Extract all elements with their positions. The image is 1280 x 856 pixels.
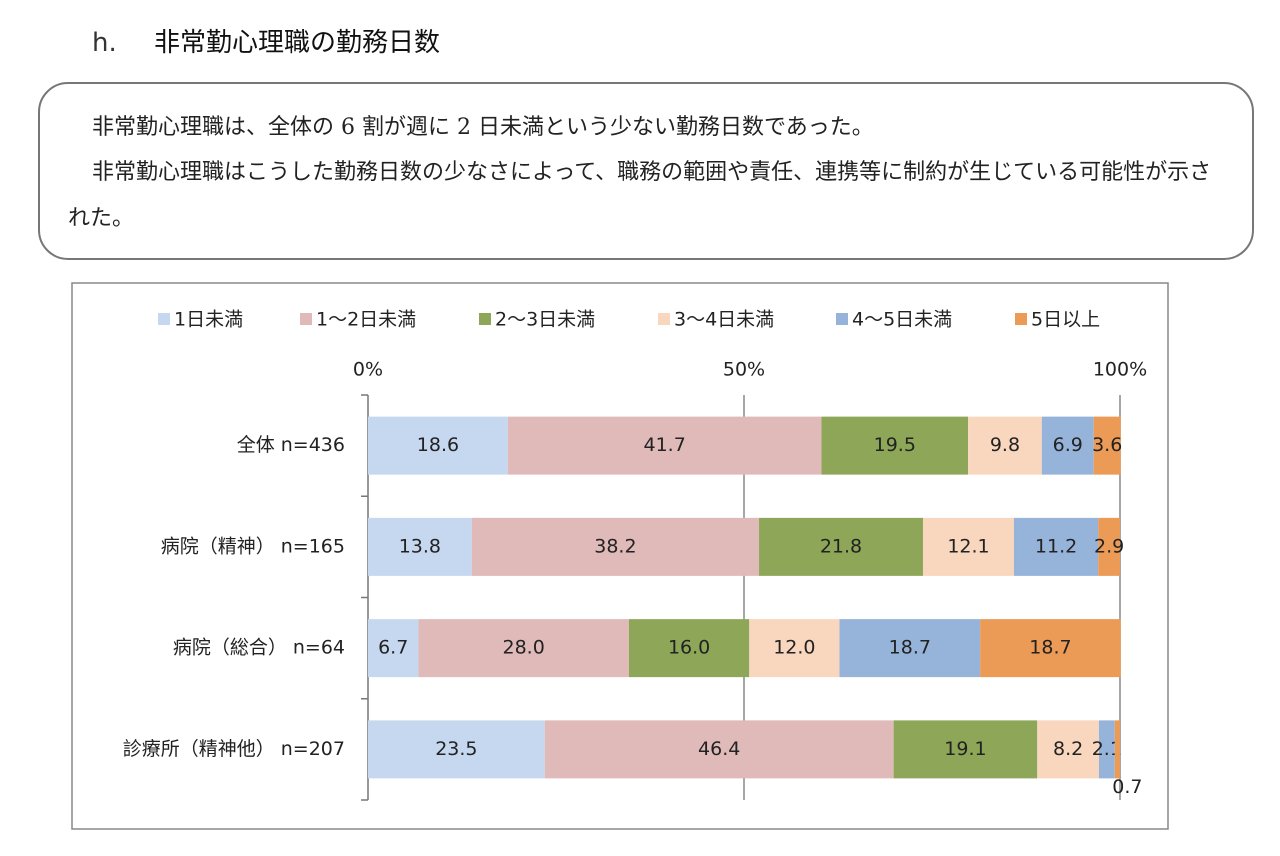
heading: h. 非常勤心理職の勤務日数 [92, 22, 440, 59]
value-label: 38.2 [594, 535, 636, 557]
value-label: 13.8 [399, 535, 441, 557]
value-label: 12.0 [773, 637, 815, 659]
value-label: 19.1 [944, 738, 986, 760]
chart-frame [71, 282, 1169, 830]
bar-segment [1093, 416, 1121, 475]
value-label: 12.1 [947, 535, 989, 557]
legend-swatch [158, 313, 170, 325]
value-label: 2.1 [1092, 738, 1122, 760]
bar-segment [544, 720, 894, 779]
legend-label: 2～3日未満 [495, 309, 595, 331]
value-label: 6.9 [1053, 434, 1083, 456]
bar-segment [1098, 720, 1115, 779]
value-label: 3.6 [1092, 434, 1122, 456]
bar-segment [759, 517, 923, 576]
value-label: 16.0 [668, 637, 710, 659]
value-label: 21.8 [820, 535, 862, 557]
bar-segment [839, 619, 981, 678]
value-label: 46.4 [698, 738, 740, 760]
legend-label: 4～5日未満 [852, 309, 952, 331]
value-label: 0.7 [1112, 776, 1142, 798]
value-label: 8.2 [1053, 738, 1083, 760]
legend-label: 1日未満 [174, 309, 243, 331]
x-tick-label: 100% [1093, 359, 1147, 381]
heading-title: 非常勤心理職の勤務日数 [154, 28, 441, 58]
bar-segment [368, 416, 508, 475]
summary-box [38, 82, 1254, 260]
bar-segment [922, 517, 1014, 576]
bar-segment [1037, 720, 1099, 779]
value-label: 23.5 [435, 738, 477, 760]
value-label: 2.9 [1094, 535, 1124, 557]
bar-segment [628, 619, 750, 678]
value-label: 18.7 [889, 637, 931, 659]
category-label: 病院（総合） n=64 [173, 637, 345, 659]
legend-swatch [658, 313, 670, 325]
category-label: 全体 n=436 [237, 434, 345, 456]
bar-segment [821, 416, 969, 475]
legend-label: 5日以上 [1031, 309, 1100, 331]
category-label: 病院（精神） n=165 [161, 535, 345, 557]
bar-segment [418, 619, 629, 678]
bar-segment [1098, 517, 1120, 576]
value-label: 18.7 [1029, 637, 1071, 659]
bar-segment [749, 619, 840, 678]
bar-segment [968, 416, 1042, 475]
legend-swatch [479, 313, 491, 325]
bar-segment [980, 619, 1121, 678]
bar-segment [1041, 416, 1094, 475]
value-label: 11.2 [1035, 535, 1077, 557]
summary-text: 非常勤心理職は、全体の 6 割が週に 2 日未満という少ない勤務日数であった。 [92, 115, 874, 140]
bar-segment [1013, 517, 1099, 576]
bar-segment [1114, 720, 1120, 779]
bar-segment [893, 720, 1038, 779]
bar-segment [507, 416, 822, 475]
value-label: 28.0 [503, 637, 545, 659]
x-tick-label: 50% [723, 359, 765, 381]
heading-number: h. [92, 28, 117, 58]
value-label: 18.6 [417, 434, 459, 456]
legend-swatch [1015, 313, 1027, 325]
value-label: 6.7 [378, 637, 408, 659]
bar-segment [368, 517, 472, 576]
value-label: 41.7 [644, 434, 686, 456]
value-label: 9.8 [990, 434, 1020, 456]
legend-label: 3～4日未満 [674, 309, 774, 331]
category-label: 診療所（精神他） n=207 [123, 738, 345, 760]
value-label: 19.5 [874, 434, 916, 456]
legend-label: 1～2日未満 [316, 309, 416, 331]
bar-segment [368, 720, 545, 779]
bar-segment [471, 517, 760, 576]
x-tick-label: 0% [353, 359, 383, 381]
legend-swatch [300, 313, 312, 325]
bar-segment [368, 619, 419, 678]
legend-swatch [836, 313, 848, 325]
summary-text: 非常勤心理職はこうした勤務日数の少なさによって、職務の範囲や責任、連携等に制約が… [68, 160, 1212, 231]
